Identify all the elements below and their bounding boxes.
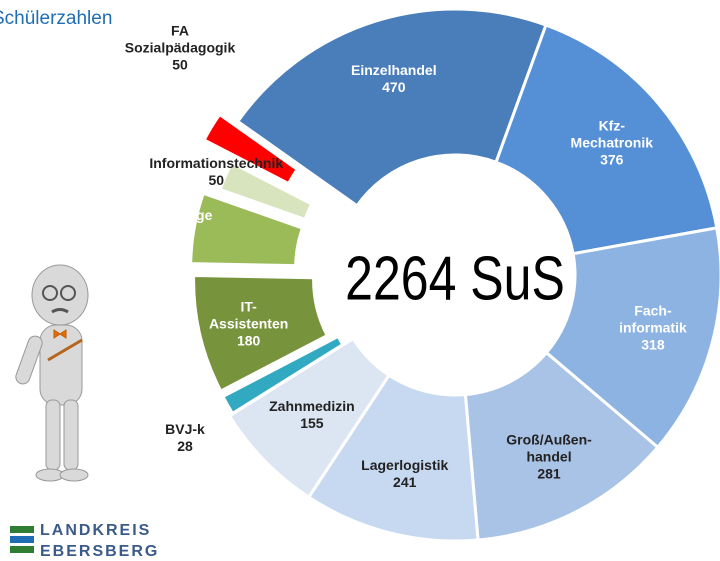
value-label: 241 (361, 474, 448, 491)
category-label: Kfz- Mechatronik (571, 117, 653, 151)
category-label: Groß/Außen- handel (506, 432, 592, 466)
value-label: 281 (506, 466, 592, 483)
chart-title: Schülerzahlen (0, 8, 112, 30)
center-label: 2264 SuS (345, 242, 565, 315)
category-label: Informationstechnik (149, 155, 283, 172)
category-label: Zahnmedizin (269, 398, 355, 415)
category-label: FA Sozialpädagogik (125, 23, 235, 57)
page: Schülerzahlen 2264 SuS LANDKREIS EBERSBE… (0, 0, 720, 561)
value-label: 50 (149, 172, 283, 189)
logo-text: LANDKREIS (40, 522, 151, 540)
value-label: 376 (571, 151, 653, 168)
logo-mark (10, 526, 34, 553)
category-label: Fach- informatik (619, 303, 687, 337)
value-label: 180 (209, 332, 288, 349)
value-label: 28 (165, 438, 205, 455)
value-label: 155 (269, 415, 355, 432)
figure (14, 265, 88, 481)
category-label: Lagerlogistik (361, 457, 448, 474)
value-label: 470 (351, 79, 437, 96)
category-label: Einzelhandel (351, 62, 437, 79)
logo-text: EBERSBERG (40, 543, 159, 561)
category-label: Kinderpflege (127, 207, 213, 224)
value-label: 115 (127, 224, 213, 241)
category-label: BVJ-k (165, 421, 205, 438)
category-label: IT- Assistenten (209, 298, 288, 332)
value-label: 318 (619, 337, 687, 354)
value-label: 50 (125, 57, 235, 74)
